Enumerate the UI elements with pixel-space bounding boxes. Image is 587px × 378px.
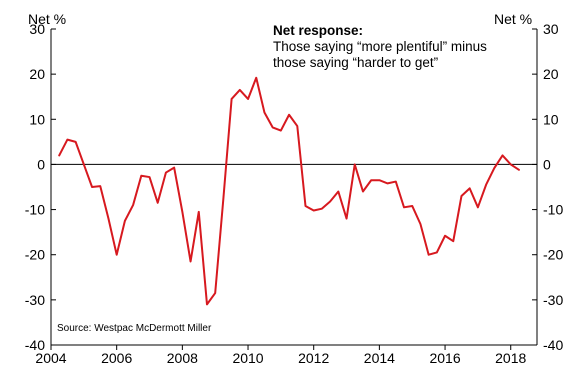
y-tick-label-left: -30 — [25, 292, 45, 308]
y-tick-label-right: 20 — [543, 66, 559, 82]
series-line — [58, 76, 520, 306]
x-tick-label: 2018 — [495, 350, 526, 366]
y-tick-label-right: -30 — [543, 292, 563, 308]
x-tick-label: 2014 — [364, 350, 395, 366]
y-tick-label-left: 0 — [37, 156, 45, 172]
axes — [50, 28, 538, 350]
x-tick-label: 2016 — [429, 350, 460, 366]
y-tick-label-left: 30 — [29, 21, 45, 37]
x-tick-label: 2006 — [101, 350, 132, 366]
y-tick-label-right: -40 — [543, 337, 563, 353]
y-tick-label-right: -10 — [543, 202, 563, 218]
source-note: Source: Westpac McDermott Miller — [57, 323, 212, 334]
x-tick-label: 2010 — [232, 350, 263, 366]
right-unit-label: Net % — [494, 11, 532, 27]
annotation-title: Net response: — [273, 23, 363, 38]
y-tick-label-left: 10 — [29, 111, 45, 127]
y-tick-label-left: 20 — [29, 66, 45, 82]
tick-labels: -40 -40 -30 -30 -20 -20 -10 -10 0 0 10 10 20 20 30 30 20… — [25, 21, 564, 366]
annotation-line-1: Those saying “more plentiful” minus — [273, 39, 487, 54]
y-tick-label-right: 10 — [543, 111, 559, 127]
x-tick-label: 2008 — [167, 350, 198, 366]
y-tick-label-left: -20 — [25, 247, 45, 263]
x-tick-label: 2012 — [298, 350, 329, 366]
y-tick-label-right: -20 — [543, 247, 563, 263]
series-layer — [58, 76, 520, 306]
y-tick-label-right: 30 — [543, 21, 559, 37]
x-tick-label: 2004 — [35, 350, 66, 366]
annotation-line-2: those saying “harder to get” — [273, 55, 438, 70]
left-unit-label: Net % — [28, 11, 66, 27]
y-tick-label-left: -10 — [25, 202, 45, 218]
y-tick-label-right: 0 — [543, 156, 551, 172]
y-tick-label-left: -40 — [25, 337, 45, 353]
